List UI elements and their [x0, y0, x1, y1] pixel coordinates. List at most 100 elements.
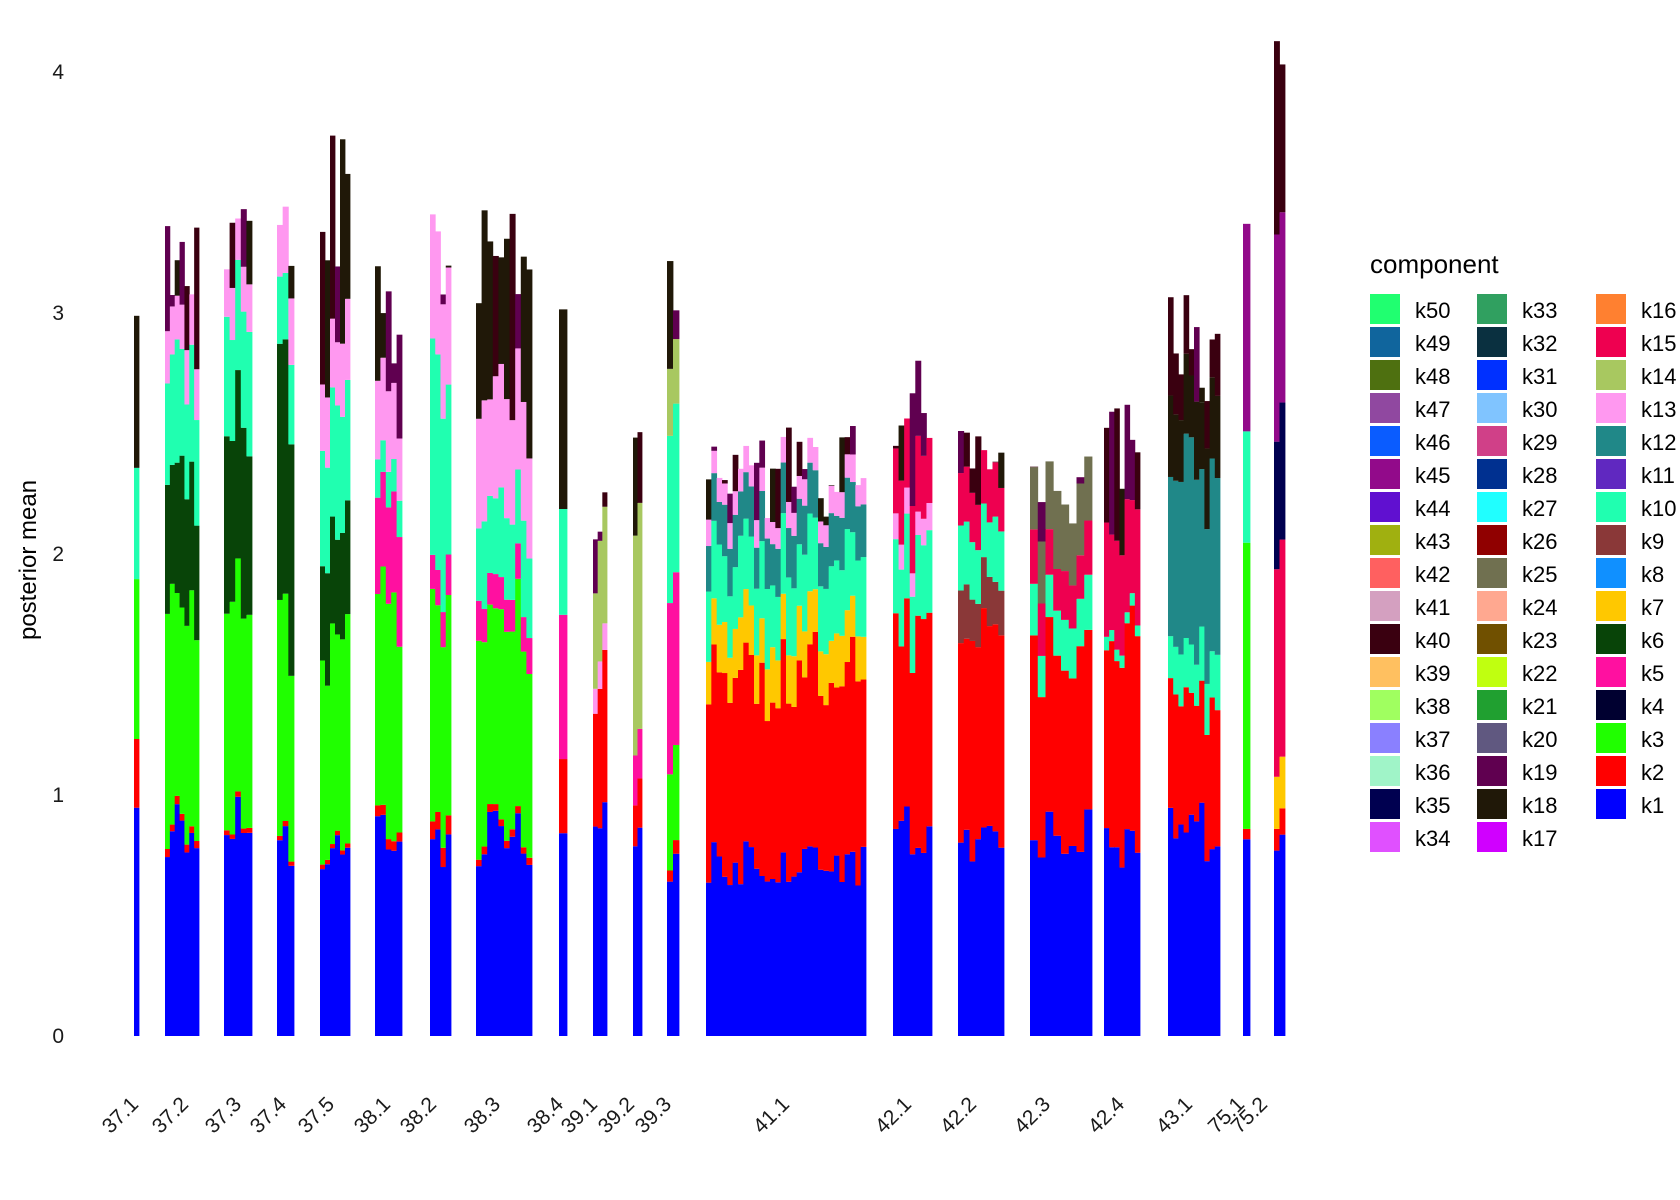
bar-segment-k1 [396, 841, 403, 1036]
bar-segment-k15 [963, 466, 970, 522]
legend-label-k17: k17 [1522, 826, 1557, 851]
bar-segment-k15 [893, 448, 899, 514]
bar-segment-k1 [282, 826, 289, 1036]
bar-segment-k9 [998, 590, 1005, 636]
bar-segment-k18 [998, 452, 1005, 488]
bar-segment-k1 [748, 847, 755, 1036]
bar-segment-k7 [796, 605, 803, 661]
bar-segment-k10 [194, 420, 200, 526]
bar-segment-k13 [860, 478, 867, 505]
bar-segment-k5 [430, 554, 436, 589]
bar-segment-k3 [380, 566, 387, 805]
bar-segment-k3 [288, 675, 295, 862]
bar-segment-k13 [775, 528, 782, 549]
bar-segment-k1 [920, 852, 927, 1036]
bar-segment-k2 [855, 681, 862, 886]
bar-segment-k2 [445, 815, 452, 835]
bar-segment-k1 [1209, 849, 1216, 1036]
bar-segment-k10 [1119, 655, 1125, 668]
bar-segment-k2 [673, 840, 680, 854]
x-tick-label: 39.1 [557, 1093, 602, 1138]
bar-segment-k15 [1124, 499, 1131, 613]
bar-segment-k15 [909, 506, 916, 574]
bar-segment-k1 [1114, 847, 1120, 1036]
bar-segment-k5 [445, 554, 452, 595]
bar-segment-k19 [179, 241, 185, 305]
bar-segment-k18 [1178, 420, 1184, 482]
bar-segment-k13 [920, 518, 927, 546]
bar-segment-k1 [926, 826, 933, 1036]
bar-segment-k5 [667, 603, 674, 775]
bar-segment-k3 [224, 613, 230, 831]
bar-segment-k15 [926, 437, 933, 504]
bar-segment-k13 [235, 218, 242, 260]
bar-segment-k10 [375, 459, 381, 498]
legend-swatch-k43 [1370, 525, 1400, 555]
bar-segment-k1 [391, 850, 397, 1036]
bar-segment-k10 [732, 567, 739, 629]
bar-segment-k1 [435, 829, 441, 1036]
bar-segment-k5 [375, 497, 381, 595]
bar-segment-k2 [134, 739, 140, 808]
bar-segment-k1 [834, 855, 840, 1036]
bar-segment-k10 [743, 518, 750, 590]
legend-label-k27: k27 [1522, 496, 1557, 521]
bar-segment-k10 [738, 535, 744, 618]
legend-swatch-k18 [1477, 789, 1507, 819]
legend-swatch-k16 [1596, 294, 1626, 324]
bar-segment-k7 [834, 633, 840, 688]
bar-segment-k1 [288, 865, 295, 1036]
bar-segment-k14 [667, 368, 674, 436]
bar-segment-k3 [391, 592, 397, 842]
legend-label-k37: k37 [1415, 727, 1450, 752]
bar-segment-k1 [754, 868, 760, 1036]
bar-segment-k7 [732, 628, 739, 678]
bar-segment-k10 [1188, 644, 1195, 693]
bar-segment-k2 [637, 778, 643, 828]
bar-segment-k3 [1243, 542, 1251, 829]
bar-segment-k13 [498, 363, 505, 488]
bar-segment-k7 [738, 617, 744, 670]
bar-segment-k3 [240, 618, 247, 829]
bar-segment-k40 [1188, 349, 1195, 376]
bar-segment-k10 [430, 338, 436, 555]
bar-segment-k10 [706, 591, 712, 662]
bar-segment-k19 [1124, 404, 1131, 500]
bar-segment-k2 [179, 813, 185, 821]
bar-segment-k2 [992, 624, 999, 832]
bar-segment-k1 [189, 832, 195, 1036]
bar-segment-k15 [981, 450, 988, 504]
bar-segment-k2 [1209, 697, 1216, 850]
bar-segment-k2 [743, 642, 750, 842]
bar-segment-k15 [1084, 520, 1093, 575]
bar-segment-k1 [487, 811, 494, 1036]
bar-segment-k10 [926, 530, 933, 613]
bar-segment-k5 [637, 728, 643, 779]
bar-segment-k2 [282, 821, 289, 827]
bar-segment-k7 [786, 655, 792, 704]
bar-segment-k7 [759, 618, 766, 663]
bar-segment-k9 [992, 581, 999, 625]
bar-segment-k3 [476, 640, 482, 860]
legend-label-k40: k40 [1415, 628, 1450, 653]
bar-segment-k10 [385, 471, 392, 508]
legend-label-k42: k42 [1415, 562, 1450, 587]
legend-swatch-k25 [1477, 558, 1507, 588]
plot-area [134, 41, 1286, 1036]
bar-segment-k1 [904, 806, 911, 1036]
bar-segment-k1 [998, 847, 1005, 1036]
legend-label-k38: k38 [1415, 694, 1450, 719]
bar-segment-k12 [1178, 481, 1184, 655]
bar-segment-k7 [855, 636, 862, 682]
bar-segment-k40 [1104, 427, 1110, 523]
bar-segment-k10 [1199, 626, 1205, 681]
bar-segment-k12 [844, 477, 851, 530]
bar-segment-k15 [992, 462, 999, 517]
bar-segment-k6 [246, 456, 253, 615]
bar-segment-k12 [786, 528, 792, 578]
bar-segment-k19 [169, 295, 176, 307]
bar-segment-k2 [184, 844, 190, 853]
bar-segment-k13 [445, 267, 452, 385]
bar-segment-k40 [992, 461, 999, 463]
